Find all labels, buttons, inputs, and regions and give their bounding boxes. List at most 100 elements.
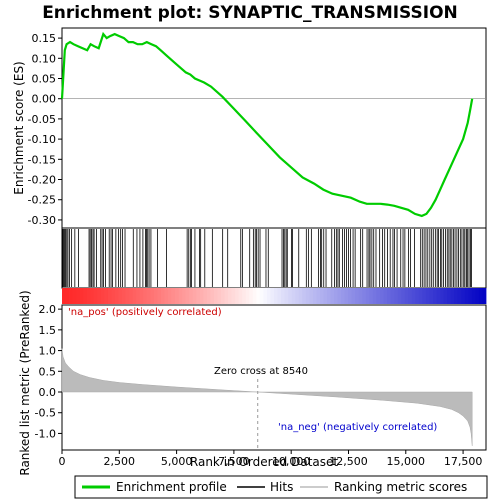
metric-x-tick-label: 7,500 xyxy=(218,455,250,468)
gradient-segment xyxy=(242,288,247,304)
legend-hits-label: Hits xyxy=(270,480,293,494)
gradient-segment xyxy=(291,288,296,304)
gradient-segment xyxy=(365,288,370,304)
gradient-segment xyxy=(171,288,176,304)
gradient-segment xyxy=(259,288,264,304)
metric-x-tick-label: 12,500 xyxy=(329,455,368,468)
gradient-segment xyxy=(468,288,473,304)
gradient-segment xyxy=(471,288,476,304)
gradient-segment xyxy=(143,288,148,304)
gradient-segment xyxy=(475,288,480,304)
gradient-segment xyxy=(334,288,338,304)
gradient-segment xyxy=(122,288,126,304)
metric-y-axis: 2.0 1.5 1.0 0.5 0.0 -0.5 -1.0 xyxy=(35,303,62,440)
gradient-segment xyxy=(256,288,261,304)
gradient-segment xyxy=(464,288,469,304)
gradient-segment xyxy=(454,288,459,304)
pos-correlated-label: 'na_pos' (positively correlated) xyxy=(68,307,222,318)
gradient-segment xyxy=(235,288,240,304)
gradient-segment xyxy=(93,288,98,304)
ranking-metric-area xyxy=(61,348,473,446)
gradient-segment xyxy=(383,288,388,304)
es-y-axis-label: Enrichment score (ES) xyxy=(12,61,26,194)
gradient-segment xyxy=(323,288,328,304)
zero-cross-label: Zero cross at 8540 xyxy=(214,366,308,377)
gradient-segment xyxy=(185,288,190,304)
metric-x-tick-label: 0 xyxy=(59,455,66,468)
gradient-segment xyxy=(425,288,430,304)
es-y-tick-label: -0.30 xyxy=(28,214,56,227)
metric-x-axis-label: Rank in Ordered Dataset xyxy=(190,455,338,469)
gradient-segment xyxy=(90,288,95,304)
gradient-segment xyxy=(482,288,487,304)
es-y-tick-label: -0.25 xyxy=(28,194,56,207)
gradient-segment xyxy=(270,288,275,304)
gradient-segment xyxy=(79,288,84,304)
gradient-segment xyxy=(178,288,183,304)
gradient-segment xyxy=(111,288,116,304)
metric-y-tick-label: -0.5 xyxy=(35,407,56,420)
gradient-segment xyxy=(182,288,187,304)
legend: Enrichment profile Hits Ranking metric s… xyxy=(74,475,488,499)
es-y-tick-label: 0.05 xyxy=(32,73,57,86)
gradient-segment xyxy=(330,288,335,304)
gradient-segment xyxy=(344,288,349,304)
es-y-tick-label: -0.05 xyxy=(28,113,56,126)
gradient-segment xyxy=(433,288,437,304)
gradient-segment xyxy=(440,288,444,304)
neg-correlated-label: 'na_neg' (negatively correlated) xyxy=(278,422,437,433)
gradient-segment xyxy=(266,288,271,304)
gradient-segment xyxy=(436,288,441,304)
gradient-segment xyxy=(72,288,77,304)
gradient-segment xyxy=(429,288,434,304)
gradient-segment xyxy=(281,288,285,304)
metric-y-tick-label: 0.5 xyxy=(39,365,57,378)
gradient-segment xyxy=(355,288,360,304)
gradient-segment xyxy=(199,288,204,304)
enrichment-profile-series xyxy=(60,31,474,218)
gradient-segment xyxy=(351,288,356,304)
gradient-segment xyxy=(376,288,381,304)
es-y-tick-label: 0.00 xyxy=(32,93,57,106)
gradient-segment xyxy=(175,288,179,304)
metric-y-tick-label: -1.0 xyxy=(35,427,56,440)
metric-x-tick-label: 5,000 xyxy=(161,455,193,468)
ranking-gradient-bar xyxy=(62,288,487,304)
gradient-segment xyxy=(97,288,102,304)
gradient-segment xyxy=(316,288,321,304)
gradient-segment xyxy=(369,288,374,304)
gradient-segment xyxy=(65,288,70,304)
gradient-segment xyxy=(245,288,250,304)
es-y-tick-label: 0.10 xyxy=(32,52,57,65)
gradient-segment xyxy=(358,288,363,304)
gradient-segment xyxy=(203,288,208,304)
gradient-segment xyxy=(86,288,91,304)
gradient-segment xyxy=(157,288,162,304)
gradient-segment xyxy=(309,288,314,304)
gradient-segment xyxy=(129,288,134,304)
metric-y-tick-label: 2.0 xyxy=(39,303,57,316)
gradient-segment xyxy=(146,288,151,304)
gradient-segment xyxy=(327,288,331,304)
gradient-segment xyxy=(397,288,402,304)
metric-y-axis-label: Ranked list metric (PreRanked) xyxy=(18,290,32,475)
gradient-segment xyxy=(457,288,462,304)
gradient-segment xyxy=(115,288,119,304)
gradient-segment xyxy=(443,288,448,304)
metric-x-tick-label: 2,500 xyxy=(104,455,136,468)
gradient-segment xyxy=(298,288,303,304)
gradient-segment xyxy=(100,288,105,304)
gradient-segment xyxy=(295,288,300,304)
chart-title: Enrichment plot: SYNAPTIC_TRANSMISSION xyxy=(42,3,458,23)
es-y-tick-label: -0.15 xyxy=(28,153,56,166)
enrichment-profile-line xyxy=(60,31,474,218)
gradient-segment xyxy=(348,288,353,304)
gradient-segment xyxy=(302,288,307,304)
gradient-segment xyxy=(164,288,169,304)
gradient-segment xyxy=(76,288,81,304)
gradient-segment xyxy=(401,288,406,304)
metric-x-axis: 0 2,500 5,000 7,500 10,000 12,500 15,000 17,500 xyxy=(59,450,482,468)
gradient-segment xyxy=(192,288,197,304)
gradient-segment xyxy=(224,288,229,304)
